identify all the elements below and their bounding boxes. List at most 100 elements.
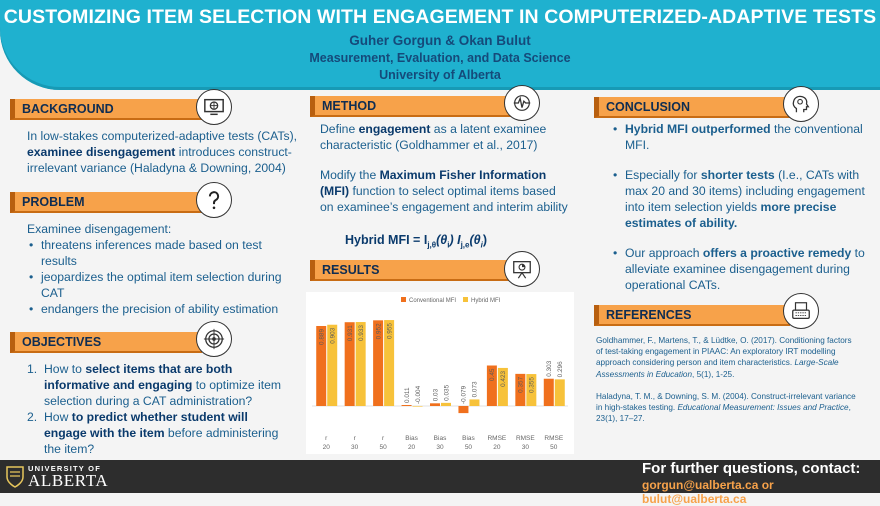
- question-mark-icon: [208, 191, 220, 210]
- tick-label: RMSE: [544, 435, 563, 442]
- tick-label: 20: [323, 444, 331, 451]
- tick-label: 30: [351, 444, 359, 451]
- reference-2: Haladyna, T. M., & Downing, S. M. (2004)…: [596, 392, 856, 424]
- references-heading-bar: REFERENCES: [594, 305, 790, 326]
- objectives-heading: OBJECTIVES: [22, 335, 102, 349]
- method-icon-circle: [504, 85, 540, 121]
- list-item: 1. How to select items that are both info…: [27, 362, 282, 408]
- tick-label: r: [325, 435, 328, 442]
- tick-label: Bias: [434, 435, 447, 442]
- chart-bar: [430, 403, 440, 406]
- data-label: 0.035: [443, 384, 450, 400]
- method-p1: Define engagement as a latent examinee c…: [320, 122, 547, 152]
- data-label: 0.423: [500, 370, 507, 386]
- objectives-list: 1. How to select items that are both info…: [27, 361, 293, 457]
- chart-bar: [497, 367, 508, 406]
- data-label: 0.45: [489, 368, 496, 381]
- tick-label: RMSE: [487, 435, 506, 442]
- problem-list: threatens inferences made based on test …: [27, 237, 295, 317]
- results-chart: Conventional MFI Hybrid MFI 0.889 0.903 r 20 0…: [306, 292, 574, 454]
- data-label: 0.357: [518, 376, 525, 392]
- tick-label: 20: [493, 444, 501, 451]
- tick-label: Bias: [462, 435, 475, 442]
- chart-bar: [412, 406, 423, 407]
- hybrid-mfi-formula: Hybrid MFI = Ij,θ(θi) Ij,e(θi): [345, 233, 488, 250]
- contact-title: For further questions, contact:: [642, 460, 861, 477]
- background-text: In low-stakes computerized-adaptive test…: [27, 129, 298, 175]
- authors: Guher Gorgun & Okan Bulut: [349, 33, 531, 48]
- reference-1: Goldhammer, F., Martens, T., & Lüdtke, O…: [596, 336, 852, 379]
- data-label: 0.073: [472, 381, 479, 397]
- tick-label: 30: [522, 444, 530, 451]
- chart-bar: [441, 402, 451, 406]
- tick-label: r: [382, 435, 385, 442]
- chart-bar: [316, 325, 327, 406]
- results-icon-circle: [504, 251, 540, 287]
- contact-email[interactable]: gorgun@ualberta.ca or bulut@ualberta.ca: [642, 478, 774, 506]
- typewriter-icon: [792, 302, 810, 319]
- monitor-globe-icon: [204, 98, 224, 116]
- pulse-icon: [513, 95, 531, 111]
- problem-intro: Examinee disengagement:: [27, 222, 172, 236]
- list-item: jeopardizes the optimal item selection d…: [29, 269, 295, 301]
- tick-label: RMSE: [516, 435, 535, 442]
- tick-label: r: [354, 435, 357, 442]
- tick-label: 20: [408, 444, 416, 451]
- data-label: 0.355: [529, 377, 536, 393]
- data-label: 0.011: [404, 387, 411, 403]
- chart-bar: [327, 324, 338, 406]
- bar-chart-svg: Conventional MFI Hybrid MFI 0.889 0.903 r 20 0…: [312, 297, 568, 451]
- list-item: endangers the precision of ability estim…: [29, 301, 295, 317]
- tick-label: Bias: [405, 435, 418, 442]
- list-item: 2. How to predict whether student will en…: [27, 410, 279, 456]
- chart-bar: [384, 320, 395, 406]
- data-label: 0.931: [347, 325, 354, 341]
- chart-bar: [373, 320, 384, 406]
- conclusion-list: Hybrid MFI outperformed the conventional…: [611, 121, 867, 293]
- problem-heading-bar: PROBLEM: [10, 192, 202, 213]
- target-icon: [203, 328, 225, 350]
- list-item: Especially for shorter tests (I.e., CATs…: [613, 167, 867, 231]
- chart-bar: [355, 322, 366, 406]
- chart-bar: [458, 406, 469, 414]
- tick-label: 50: [550, 444, 558, 451]
- chart-bar: [554, 379, 565, 406]
- list-item: Our approach offers a proactive remedy t…: [613, 245, 867, 293]
- data-label: 0.296: [557, 361, 564, 377]
- data-label: 0.933: [358, 325, 365, 341]
- poster-header: [0, 0, 880, 90]
- chart-bar: [515, 373, 526, 406]
- list-item: Hybrid MFI outperformed the conventional…: [613, 121, 867, 153]
- conclusion-heading-bar: CONCLUSION: [594, 97, 790, 118]
- data-label: -0.079: [461, 385, 468, 404]
- method-heading-bar: METHOD: [310, 96, 512, 117]
- chart-bar: [401, 405, 412, 406]
- chart-bar: [526, 374, 537, 406]
- data-label: 0.03: [432, 388, 439, 401]
- legend-label: Hybrid MFI: [471, 298, 501, 304]
- chart-bar: [344, 322, 355, 406]
- objectives-icon-circle: [196, 321, 232, 357]
- data-label: 0.955: [386, 323, 393, 339]
- tick-label: 50: [379, 444, 387, 451]
- background-heading-bar: BACKGROUND: [10, 99, 202, 120]
- tick-label: 50: [465, 444, 473, 451]
- legend-swatch: [463, 297, 468, 302]
- data-label: 0.903: [330, 327, 337, 343]
- background-icon-circle: [196, 89, 232, 125]
- method-p2: Modify the Maximum Fisher Information (M…: [320, 168, 568, 214]
- references-heading: REFERENCES: [606, 308, 692, 322]
- method-heading: METHOD: [322, 99, 377, 113]
- data-label: -0.004: [415, 385, 422, 404]
- conclusion-heading: CONCLUSION: [606, 100, 691, 114]
- tick-label: 30: [436, 444, 444, 451]
- problem-heading: PROBLEM: [22, 195, 85, 209]
- brain-head-icon: [792, 95, 810, 113]
- footer-bar: [0, 460, 880, 493]
- poster-title: CUSTOMIZING ITEM SELECTION WITH ENGAGEME…: [3, 6, 877, 28]
- data-label: 0.303: [546, 360, 553, 376]
- conclusion-icon-circle: [783, 86, 819, 122]
- references-icon-circle: [783, 293, 819, 329]
- objectives-heading-bar: OBJECTIVES: [10, 332, 202, 353]
- department: Measurement, Evaluation, and Data Scienc…: [309, 51, 571, 65]
